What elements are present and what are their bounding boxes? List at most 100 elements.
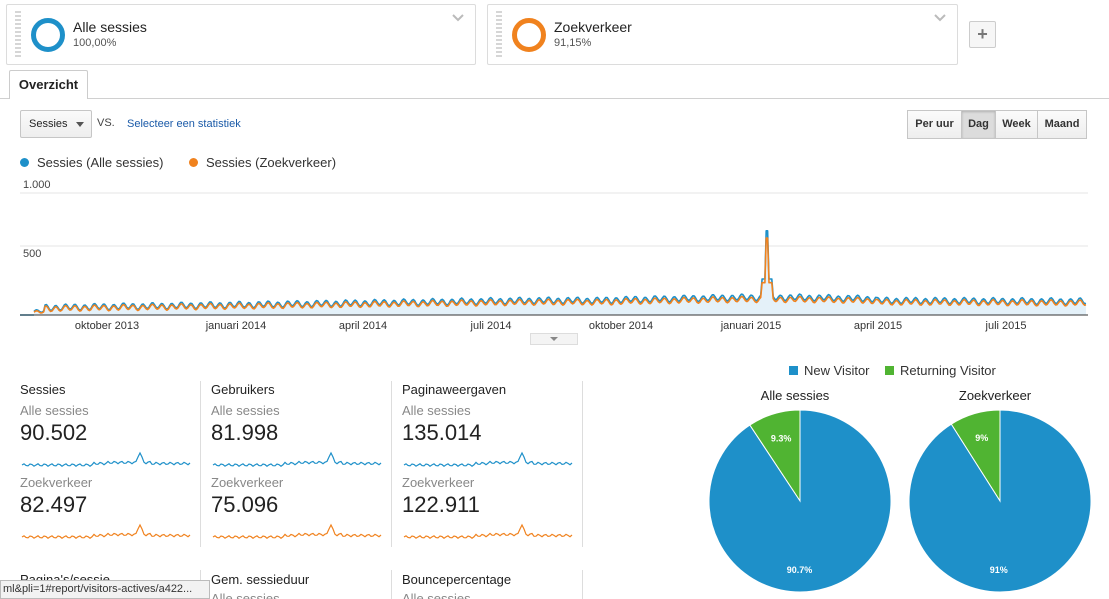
sparkline [212, 523, 382, 539]
segment-card-zoekverkeer[interactable]: Zoekverkeer 91,15% [487, 4, 958, 65]
sparkline-path [21, 451, 191, 467]
legend-zoekverkeer[interactable]: Sessies (Zoekverkeer) [189, 155, 336, 170]
sparkline [212, 451, 382, 467]
sessions-line-chart[interactable] [0, 170, 1109, 320]
legend-dot [189, 158, 198, 167]
legend-label: Returning Visitor [900, 363, 996, 378]
x-tick-label: januari 2014 [205, 320, 267, 332]
legend-label: New Visitor [804, 363, 870, 378]
metric-value: 122.911 [402, 492, 480, 517]
add-segment-button[interactable]: + [969, 21, 996, 48]
metric-segment-label: Zoekverkeer [20, 475, 93, 490]
metric-select-value: Sessies [29, 118, 68, 130]
drag-handle[interactable] [496, 11, 502, 57]
sparkline-path [21, 523, 191, 539]
metric-select[interactable]: Sessies [20, 110, 92, 138]
x-tick-label: april 2014 [338, 320, 388, 332]
sparkline [21, 451, 191, 467]
legend-label: Sessies (Alle sessies) [37, 155, 164, 170]
vs-label: VS. [97, 117, 115, 129]
chevron-down-icon[interactable] [933, 11, 947, 25]
sparkline-path [212, 451, 382, 467]
collapse-chart-button[interactable] [530, 333, 578, 345]
metric-divider [391, 381, 392, 547]
metric-divider [200, 381, 201, 547]
segment-percentage: 91,15% [554, 37, 592, 49]
segment-ring-icon [31, 18, 65, 52]
metric-value: 75.096 [211, 492, 279, 517]
metric-title: Gebruikers [211, 382, 275, 397]
metric-block: Sessies Alle sessies 90.502 Zoekverkeer 82.4… [20, 382, 203, 547]
pie-title: Zoekverkeer [958, 388, 1032, 403]
segment-ring-icon [512, 18, 546, 52]
pie-label-new: 91% [990, 565, 1008, 575]
metric-block: Paginaweergaven Alle sessies 135.014 Zoekve… [402, 382, 585, 547]
metric-block: Gem. sessieduur Alle sessies [211, 572, 394, 599]
segment-card-alle-sessies[interactable]: Alle sessies 100,00% [6, 4, 476, 65]
sparkline-path [403, 523, 573, 539]
legend-dot [20, 158, 29, 167]
legend-label: Sessies (Zoekverkeer) [206, 155, 337, 170]
caret-down-icon [550, 337, 558, 341]
metric-segment-label: Alle sessies [402, 403, 471, 418]
visitor-type-pie-charts[interactable]: 9.3% 90.7% 9% 91% [700, 405, 1100, 599]
sparkline-path [212, 523, 382, 539]
granularity-buttons: Per uur Dag Week Maand [907, 110, 1087, 139]
metric-value: 135.014 [402, 420, 482, 445]
sparkline [403, 523, 573, 539]
pie-label-returning: 9.3% [771, 433, 792, 443]
metric-segment-label: Zoekverkeer [402, 475, 475, 490]
metric-segment-label: Alle sessies [20, 403, 89, 418]
metric-segment-label: Alle sessies [211, 591, 280, 599]
x-tick-label: april 2015 [853, 320, 903, 332]
legend-swatch [885, 366, 894, 375]
metric-block: Bouncepercentage Alle sessies [402, 572, 585, 599]
segment-name: Alle sessies [73, 19, 147, 35]
metric-title: Paginaweergaven [402, 382, 507, 397]
metric-value: 81.998 [211, 420, 279, 445]
x-tick-label: oktober 2014 [588, 320, 654, 332]
pie-legend-new-visitor[interactable]: New Visitor [789, 363, 870, 378]
x-tick-label: januari 2015 [720, 320, 782, 332]
tab-divider [0, 98, 1109, 99]
metric-title: Gem. sessieduur [211, 572, 310, 587]
legend-alle-sessies[interactable]: Sessies (Alle sessies) [20, 155, 163, 170]
chevron-down-icon[interactable] [451, 11, 465, 25]
series-area-alle-sessies [34, 230, 1086, 315]
x-tick-label: oktober 2013 [74, 320, 140, 332]
week-button[interactable]: Week [995, 110, 1038, 139]
drag-handle[interactable] [15, 11, 21, 57]
maand-button[interactable]: Maand [1037, 110, 1087, 139]
metric-segment-label: Alle sessies [402, 591, 471, 599]
y-tick-label: 1.000 [23, 179, 51, 191]
pie-slice-new-visitor [708, 409, 892, 593]
y-tick-label: 500 [23, 248, 42, 260]
metric-value: 90.502 [20, 420, 88, 445]
metric-divider [582, 570, 583, 599]
metric-divider [391, 570, 392, 599]
per-uur-button[interactable]: Per uur [907, 110, 962, 139]
select-metric-link[interactable]: Selecteer een statistiek [127, 118, 241, 130]
sparkline-path [403, 451, 573, 467]
status-bar-url: ml&pli=1#report/visitors-actives/a422... [0, 580, 210, 599]
x-tick-label: juli 2015 [985, 320, 1027, 332]
caret-down-icon [76, 122, 84, 127]
metric-title: Bouncepercentage [402, 572, 512, 587]
pie-label-new: 90.7% [787, 565, 813, 575]
metric-segment-label: Alle sessies [211, 403, 280, 418]
metric-divider [582, 381, 583, 547]
metric-segment-label: Zoekverkeer [211, 475, 284, 490]
sparkline [21, 523, 191, 539]
pie-title: Alle sessies [760, 388, 830, 403]
series-line-zoekverkeer [33, 237, 1087, 314]
metric-block: Gebruikers Alle sessies 81.998 Zoekverkeer 7… [211, 382, 394, 547]
segment-percentage: 100,00% [73, 37, 117, 49]
tab-overzicht[interactable]: Overzicht [9, 70, 88, 99]
metric-value: 82.497 [20, 492, 88, 517]
pie-slice-new-visitor [908, 409, 1092, 593]
dag-button[interactable]: Dag [961, 110, 996, 139]
legend-swatch [789, 366, 798, 375]
pie-legend-returning-visitor[interactable]: Returning Visitor [885, 363, 996, 378]
sparkline [403, 451, 573, 467]
segment-name: Zoekverkeer [554, 19, 632, 35]
